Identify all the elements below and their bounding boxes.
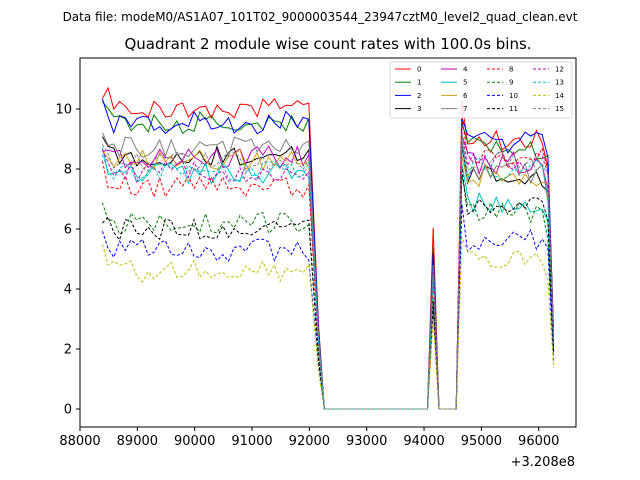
- y-tick-label: 2: [64, 343, 72, 358]
- legend-label-5: 5: [463, 79, 467, 87]
- axes-frame: [79, 57, 577, 428]
- legend-label-8: 8: [509, 66, 513, 74]
- legend-label-0: 0: [417, 66, 421, 74]
- x-axis-ticks: 88000 89000 90000 91000 92000 93000 94000 95000…: [59, 427, 559, 449]
- legend-label-13: 13: [555, 79, 564, 87]
- legend-label-2: 2: [417, 92, 421, 100]
- x-tick-label: 96000: [518, 434, 559, 449]
- x-tick-label: 90000: [174, 434, 215, 449]
- x-tick-label: 95000: [461, 434, 502, 449]
- legend-label-6: 6: [463, 92, 468, 100]
- legend-label-15: 15: [555, 105, 564, 113]
- y-tick-label: 6: [64, 223, 72, 238]
- x-tick-label: 88000: [59, 434, 100, 449]
- chart-title: Quadrant 2 module wise count rates with …: [124, 35, 531, 53]
- legend-box: [389, 61, 573, 119]
- plot-lines: [101, 86, 555, 410]
- legend-label-9: 9: [509, 79, 513, 87]
- legend-label-11: 11: [509, 105, 518, 113]
- y-tick-label: 4: [64, 283, 72, 298]
- x-tick-label: 93000: [346, 434, 387, 449]
- legend-label-4: 4: [463, 66, 468, 74]
- y-tick-label: 10: [55, 103, 72, 118]
- legend-label-7: 7: [463, 105, 467, 113]
- series-line-13: [101, 146, 555, 410]
- y-axis-ticks: 0 2 4 6 8 10: [55, 103, 80, 418]
- x-tick-label: 92000: [289, 434, 330, 449]
- y-tick-label: 8: [64, 163, 72, 178]
- series-line-12: [101, 132, 555, 410]
- suptitle: Data file: modeM0/AS1A07_101T02_90000035…: [63, 10, 578, 24]
- y-tick-label: 0: [64, 403, 72, 418]
- legend-label-3: 3: [417, 105, 421, 113]
- series-line-9: [101, 175, 555, 410]
- legend-label-14: 14: [555, 92, 564, 100]
- legend-label-10: 10: [509, 92, 518, 100]
- series-line-15: [101, 133, 555, 410]
- legend-label-12: 12: [555, 66, 564, 74]
- x-tick-label: 94000: [403, 434, 444, 449]
- x-tick-label: 89000: [117, 434, 158, 449]
- x-offset-label: +3.208e8: [511, 455, 575, 470]
- x-tick-label: 91000: [231, 434, 272, 449]
- legend-label-1: 1: [417, 79, 421, 87]
